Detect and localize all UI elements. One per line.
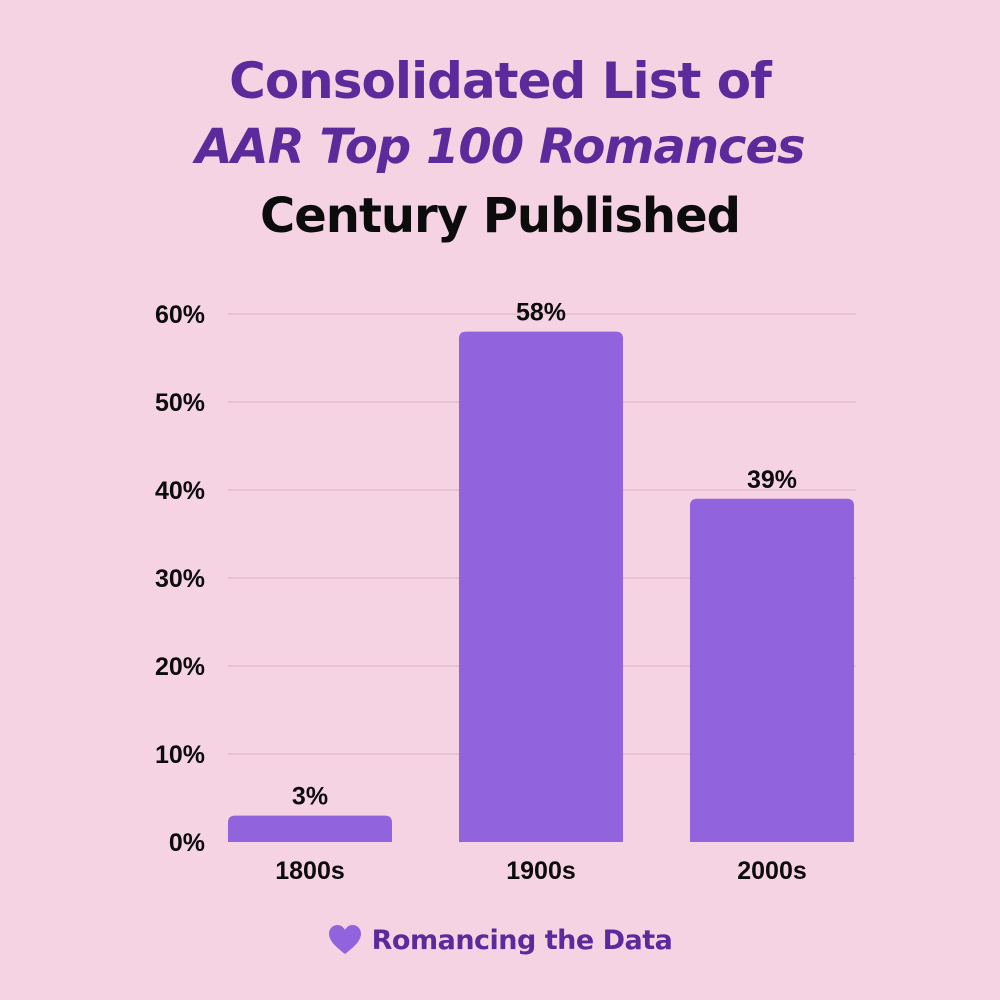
y-tick-label: 30%: [155, 565, 205, 593]
y-tick-label: 50%: [155, 389, 205, 417]
title-block: Consolidated List of AAR Top 100 Romance…: [0, 48, 1000, 252]
x-axis-tick-labels: 1800s 1900s 2000s: [275, 857, 807, 885]
y-tick-label: 0%: [169, 829, 205, 857]
x-tick-label: 1800s: [275, 857, 345, 885]
chart-title-line2: AAR Top 100 Romances: [195, 119, 805, 175]
bars: [228, 331, 854, 842]
chart-title-line1: Consolidated List of: [229, 52, 772, 110]
data-label: 39%: [747, 466, 797, 494]
heart-icon: [328, 925, 361, 954]
y-axis-tick-labels: 0% 10% 20% 30% 40% 50% 60%: [155, 301, 205, 857]
y-tick-label: 40%: [155, 477, 205, 505]
brand-name: Romancing the Data: [371, 924, 673, 956]
data-label: 58%: [516, 299, 566, 327]
footer-brand: Romancing the Data: [0, 918, 1000, 962]
bar-1800s: [228, 815, 392, 842]
y-tick-label: 60%: [155, 301, 205, 329]
y-tick-label: 20%: [155, 653, 205, 681]
x-tick-label: 1900s: [506, 857, 576, 885]
chart-subtitle: Century Published: [259, 188, 741, 244]
bar-1900s: [459, 331, 623, 842]
bar-2000s: [690, 498, 854, 842]
x-tick-label: 2000s: [737, 857, 807, 885]
data-labels: 3% 58% 39%: [292, 299, 797, 811]
y-tick-label: 10%: [155, 741, 205, 769]
data-label: 3%: [292, 783, 328, 811]
